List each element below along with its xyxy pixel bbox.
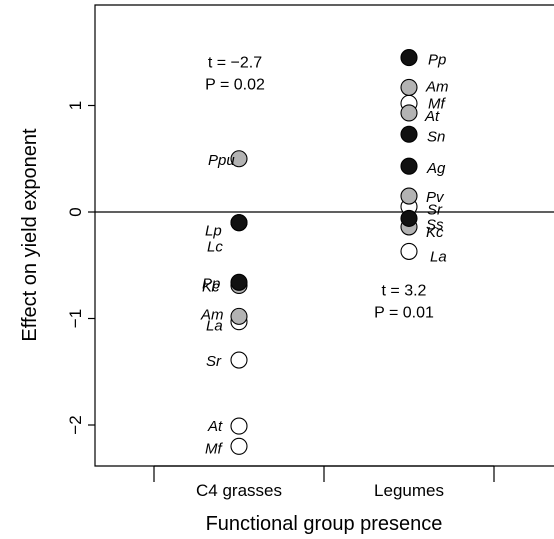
data-point-legumes-sn [400, 125, 418, 143]
x-axis-title: Functional group presence [206, 513, 443, 535]
point-label: Mf [428, 95, 446, 112]
y-tick-label: 0 [66, 207, 85, 216]
data-point-legumes-am [400, 78, 418, 96]
point-label: At [207, 418, 223, 435]
x-tick-label: Legumes [374, 481, 444, 500]
data-point-legumes-at [400, 104, 418, 122]
plot-frame [94, 4, 554, 467]
point-label: La [430, 248, 447, 265]
point-label: Am [425, 78, 449, 95]
y-tick-label: 1 [66, 101, 85, 110]
data-point-legumes-la [400, 242, 418, 260]
point-label: Sn [427, 128, 445, 145]
annotation-t-statistic: t = −2.7 [208, 55, 262, 72]
data-point-c4-grasses-am [230, 307, 248, 325]
point-label: Ppu [208, 152, 235, 169]
y-tick-label: −2 [66, 415, 85, 434]
data-point-legumes-ss [400, 209, 418, 227]
annotation-p-value: P = 0.01 [374, 305, 434, 322]
point-label: Mf [205, 440, 223, 457]
point-label: Pp [202, 275, 220, 292]
data-point-c4-grasses-lp [230, 214, 248, 232]
point-label: Sr [206, 353, 222, 370]
point-label: Ss [426, 216, 444, 233]
x-tick-label: C4 grasses [196, 481, 282, 500]
y-axis-title: Effect on yield exponent [19, 128, 41, 342]
data-point-c4-grasses-ppu [230, 150, 248, 168]
point-label: Lc [207, 239, 223, 256]
y-tick-label: −1 [66, 309, 85, 328]
data-point-legumes-ag [400, 157, 418, 175]
annotation-p-value: P = 0.02 [205, 77, 265, 94]
point-label: Pv [426, 189, 445, 206]
data-point-c4-grasses-at [230, 417, 248, 435]
data-point-c4-grasses-mf [230, 437, 248, 455]
point-label: Lp [205, 223, 222, 240]
point-label: Am [200, 306, 224, 323]
point-label: At [424, 108, 440, 125]
point-label: Ag [426, 160, 446, 177]
data-point-legumes-pp [400, 49, 418, 67]
point-label: Pp [428, 52, 446, 69]
annotation-t-statistic: t = 3.2 [382, 283, 427, 300]
point-label: Kc [426, 224, 444, 241]
point-label: Sr [427, 202, 443, 219]
data-point-legumes-pv [400, 187, 418, 205]
data-point-c4-grasses-pp [230, 273, 248, 291]
point-label: La [206, 318, 223, 335]
point-label: Kc [202, 278, 220, 295]
data-point-c4-grasses-sr [230, 351, 248, 369]
